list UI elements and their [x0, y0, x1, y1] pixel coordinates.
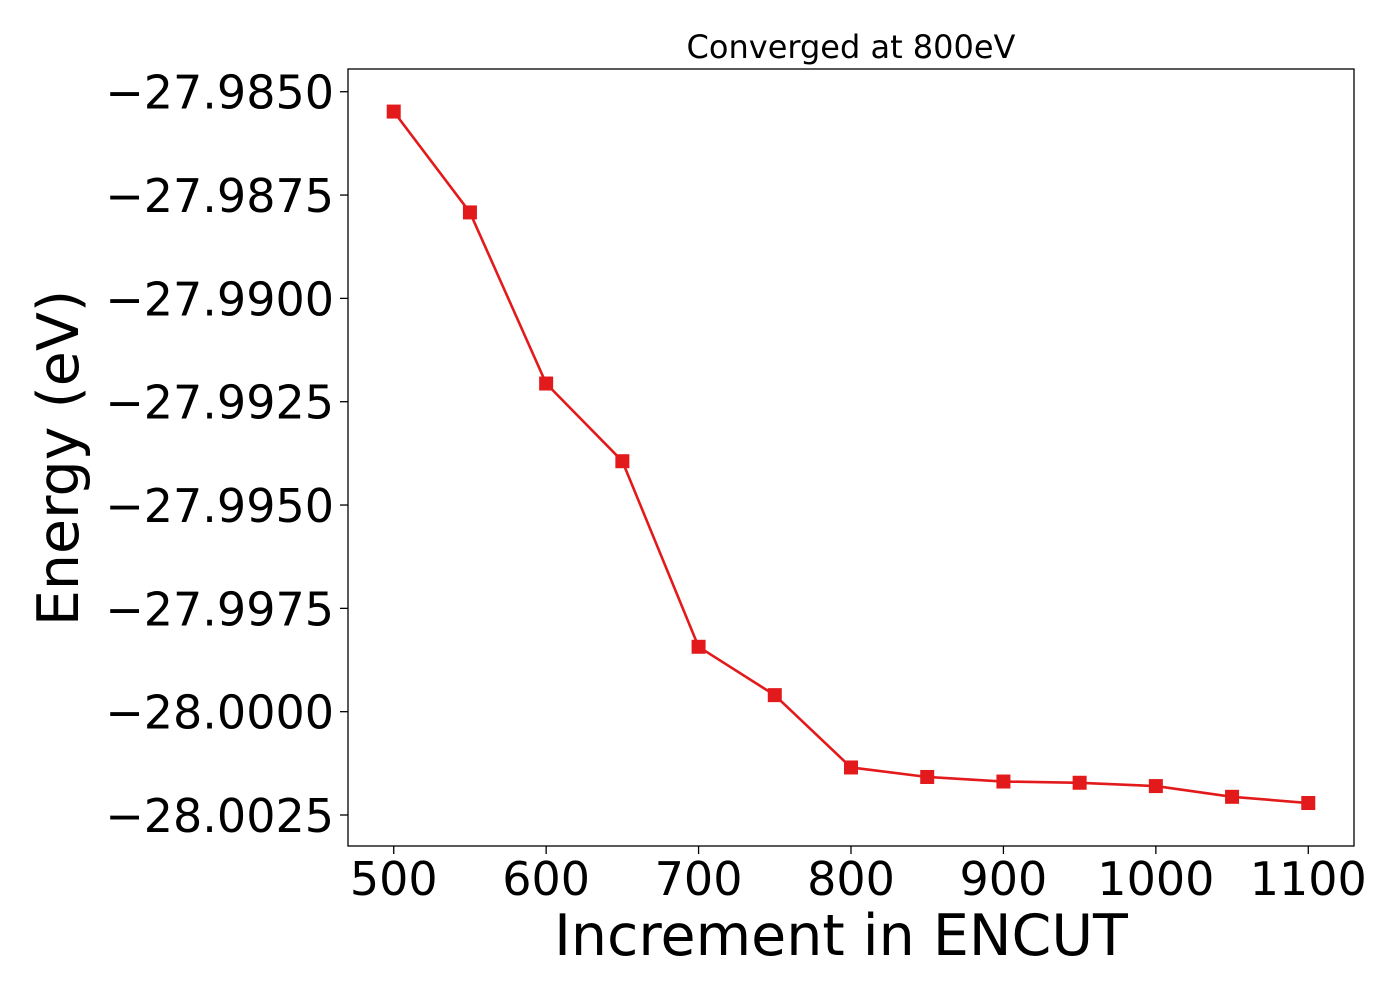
x-tick-label: 900 [960, 852, 1048, 906]
data-point-marker [1148, 779, 1163, 794]
y-tick-label: −28.0025 [105, 789, 334, 843]
y-tick-label: −27.9900 [105, 272, 334, 326]
y-tick-label: −27.9925 [105, 376, 334, 430]
x-tick-label: 500 [350, 852, 438, 906]
y-axis: −27.9850 −27.9875 −27.9900 −27.9925 −27.9950… [105, 66, 348, 843]
y-tick-label: −28.0000 [105, 686, 334, 740]
data-point-marker [386, 104, 401, 119]
x-tick-label: 1100 [1250, 852, 1367, 906]
x-axis: 500 600 700 800 900 1000 1100 [350, 846, 1367, 906]
y-tick-label: −27.9975 [105, 582, 334, 636]
data-point-marker [767, 688, 782, 703]
x-tick-label: 1000 [1097, 852, 1214, 906]
data-point-marker [1072, 775, 1087, 790]
data-point-marker [615, 454, 630, 469]
data-point-marker [920, 769, 935, 784]
data-point-marker [539, 376, 554, 391]
data-point-marker [1225, 789, 1240, 804]
x-tick-label: 700 [655, 852, 743, 906]
data-point-marker [462, 205, 477, 220]
y-tick-label: −27.9950 [105, 479, 334, 533]
y-axis-label: Energy (eV) [26, 290, 92, 626]
y-tick-label: −27.9875 [105, 169, 334, 223]
data-point-marker [844, 760, 858, 775]
x-tick-label: 800 [807, 852, 895, 906]
chart-title: Converged at 800eV [687, 28, 1016, 66]
data-point-marker [996, 774, 1011, 789]
data-point-marker [691, 639, 706, 654]
x-tick-label: 600 [502, 852, 590, 906]
y-tick-label: −27.9850 [105, 66, 334, 120]
x-axis-label: Increment in ENCUT [554, 903, 1128, 969]
data-point-marker [1301, 796, 1316, 811]
